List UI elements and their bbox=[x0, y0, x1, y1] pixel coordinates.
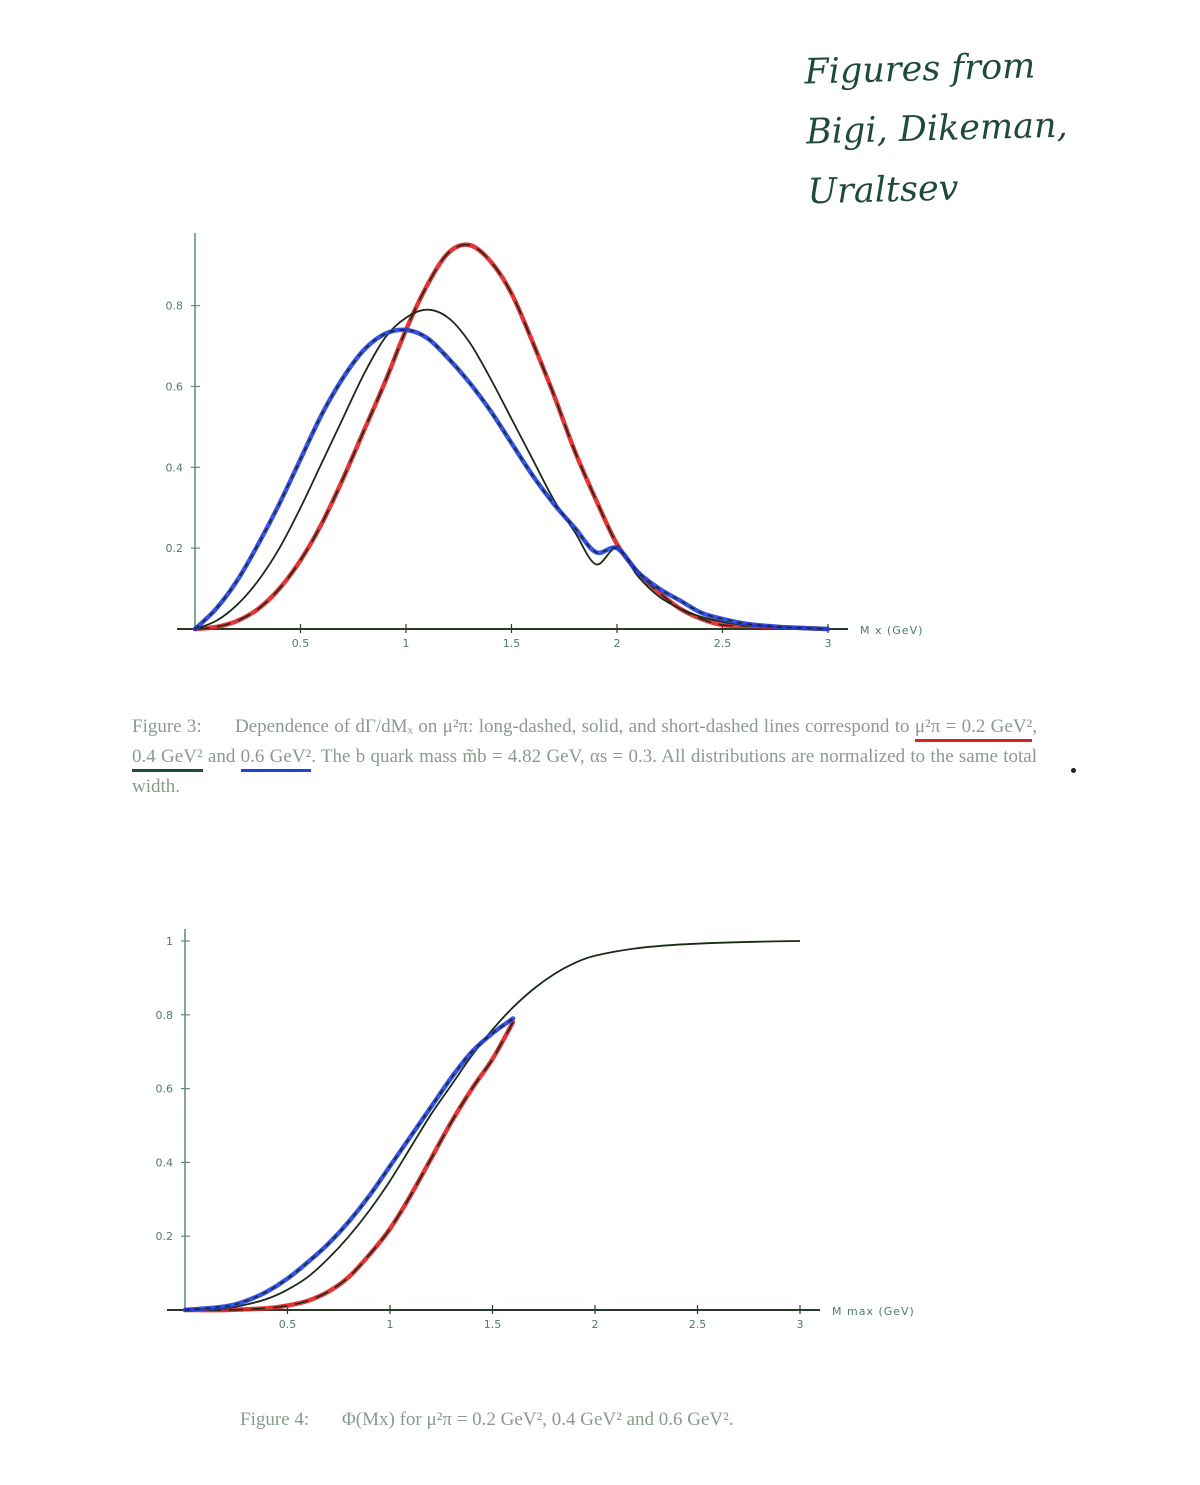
fig3-x-tick-label: 0.5 bbox=[292, 637, 310, 650]
fig4-y-tick-label: 1 bbox=[166, 935, 173, 948]
fig4-y-tick-label: 0.4 bbox=[156, 1156, 174, 1169]
fig3-y-tick-label: 0.2 bbox=[166, 542, 184, 555]
caption-underlined-green: 0.4 GeV² bbox=[132, 746, 203, 772]
caption-sep-1: , bbox=[1032, 716, 1038, 737]
fig4-x-tick-label: 2 bbox=[592, 1318, 599, 1331]
fig3-y-tick-label: 0.8 bbox=[166, 300, 184, 313]
fig3-series-2-line bbox=[194, 328, 829, 630]
fig4-series-0-line bbox=[184, 1021, 514, 1311]
speck-mark bbox=[1071, 768, 1076, 773]
caption-underlined-red: μ²π = 0.2 GeV² bbox=[914, 716, 1033, 742]
fig4-series-2-highlight bbox=[182, 1016, 516, 1313]
fig3-x-tick-label: 2 bbox=[614, 637, 621, 650]
fig3-y-tick-label: 0.6 bbox=[166, 380, 184, 393]
fig4-series-2-line bbox=[184, 1017, 514, 1311]
fig4-series-1-line bbox=[184, 940, 801, 1311]
handwritten-note: Figures from Bigi, Dikeman, Uraltsev bbox=[804, 34, 1149, 223]
fig3-x-tick-label: 3 bbox=[825, 637, 832, 650]
fig3-series-0-highlight bbox=[192, 242, 831, 632]
fig4-y-tick-label: 0.8 bbox=[156, 1009, 174, 1022]
figure-3-caption-text-2: . The b quark mass m̃b = 4.82 GeV, αs = … bbox=[132, 746, 1038, 797]
figure-4-label: Figure 4: bbox=[240, 1409, 310, 1430]
fig3-series-1-line bbox=[194, 308, 829, 630]
fig4-x-tick-label: 3 bbox=[797, 1318, 804, 1331]
fig4-y-tick-label: 0.2 bbox=[156, 1230, 174, 1243]
caption-sep-2: and bbox=[202, 746, 236, 767]
fig3-series-2-highlight bbox=[192, 327, 831, 632]
fig3-x-axis-label: M x (GeV) bbox=[860, 624, 923, 637]
fig3-x-tick-label: 1.5 bbox=[503, 637, 521, 650]
figure-3-chart: 0.5 1 1.5 2 2.5 3 0.2 0.4 0.6 0.8 M x (GeV) bbox=[166, 233, 923, 650]
fig3-series-0-line bbox=[194, 243, 829, 630]
caption-underlined-blue: 0.6 GeV² bbox=[240, 746, 312, 772]
fig4-x-tick-label: 1 bbox=[387, 1318, 394, 1331]
fig3-x-tick-label: 2.5 bbox=[714, 637, 732, 650]
figure-4-caption: Figure 4: Φ(Mx) for μ²π = 0.2 GeV², 0.4 … bbox=[240, 1405, 960, 1435]
figure-3-caption-text-1: Dependence of dΓ/dMₓ on μ²π: long-dashed… bbox=[235, 716, 910, 737]
fig4-x-tick-label: 1.5 bbox=[484, 1318, 502, 1331]
fig4-y-tick-label: 0.6 bbox=[156, 1083, 174, 1096]
fig3-x-tick-label: 1 bbox=[403, 637, 410, 650]
note-line-1: Figures from bbox=[803, 46, 1036, 93]
figure-4-chart: 0.5 1 1.5 2 2.5 3 0.2 0.4 0.6 0.8 1 M max (GeV) bbox=[156, 929, 915, 1331]
note-line-3: Uraltsev bbox=[807, 168, 959, 213]
fig4-x-axis-label: M max (GeV) bbox=[832, 1305, 915, 1318]
figure-4-caption-text: Φ(Mx) for μ²π = 0.2 GeV², 0.4 GeV² and 0… bbox=[341, 1409, 734, 1430]
figure-3-label: Figure 3: bbox=[132, 716, 202, 737]
fig3-y-tick-label: 0.4 bbox=[166, 461, 184, 474]
fig4-x-tick-label: 2.5 bbox=[689, 1318, 707, 1331]
figure-3-caption: Figure 3: Dependence of dΓ/dMₓ on μ²π: l… bbox=[132, 712, 1037, 802]
note-line-2: Bigi, Dikeman, bbox=[805, 105, 1069, 153]
fig4-x-tick-label: 0.5 bbox=[279, 1318, 297, 1331]
